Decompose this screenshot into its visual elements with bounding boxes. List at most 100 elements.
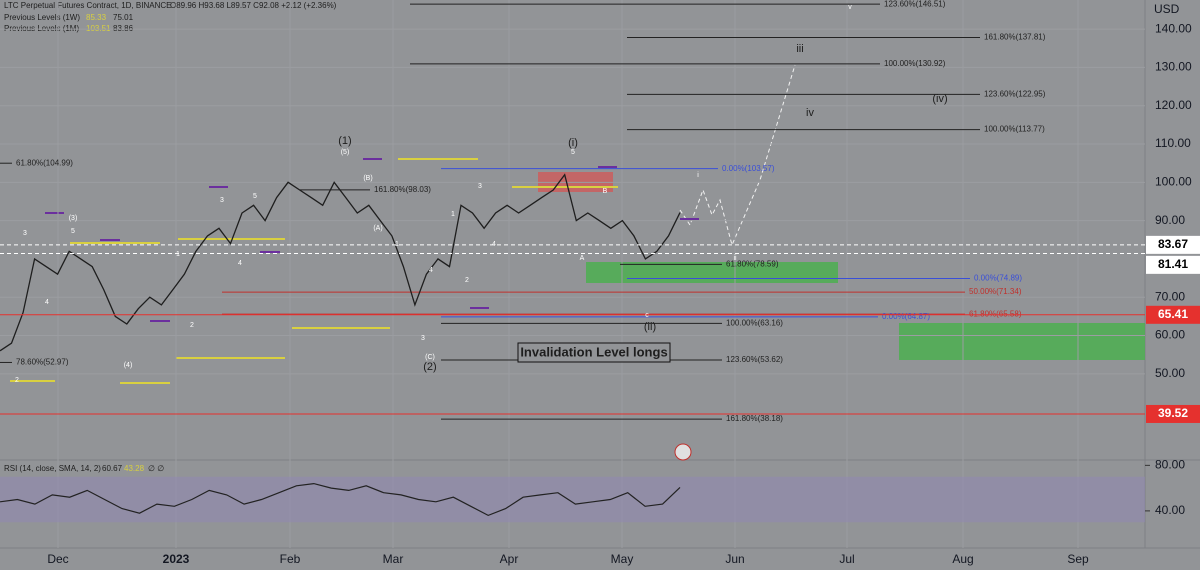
- wave-label: ii: [733, 255, 737, 262]
- fib-label: 61.80%(65.58): [969, 309, 1022, 318]
- wave-label: 3: [23, 230, 27, 237]
- y-tick-label: 50.00: [1155, 366, 1185, 380]
- rsi-extra: ∅ ∅: [148, 464, 164, 473]
- wave-label: 4: [429, 267, 433, 274]
- wave-label: 2: [190, 322, 194, 329]
- wave-label: 2: [465, 277, 469, 284]
- fib-label: 100.00%(63.16): [726, 319, 783, 328]
- wave-label: 3: [220, 197, 224, 204]
- wave-label: 4: [492, 241, 496, 248]
- rsi-line: [0, 482, 681, 517]
- price-badge: [1146, 305, 1200, 324]
- rsi-band: [0, 476, 1145, 523]
- price-badge: [1146, 255, 1200, 274]
- x-tick-label: Jun: [725, 552, 744, 566]
- rsi-title: RSI (14, close, SMA, 14, 2): [4, 464, 101, 473]
- fib-label: 123.60%(146.51): [884, 0, 946, 8]
- wave-label: 5: [71, 228, 75, 235]
- x-tick-label: Jul: [839, 552, 854, 566]
- wave-label: (5): [341, 149, 350, 156]
- wave-label: 1: [395, 241, 399, 248]
- ohlc: O89.96 H93.68 L89.57 C92.08 +2.12 (+2.36…: [170, 1, 337, 10]
- y-tick-label: 70.00: [1155, 289, 1185, 303]
- fib-label: 161.80%(38.18): [726, 414, 783, 423]
- target-zone: [899, 323, 1145, 360]
- fib-label: 0.00%(103.57): [722, 164, 775, 173]
- y-tick-label: 110.00: [1155, 136, 1191, 150]
- fib-label: 123.60%(122.95): [984, 90, 1046, 99]
- badge-label: 83.67: [1158, 237, 1188, 251]
- y-tick-label: 100.00: [1155, 174, 1192, 188]
- yellow-levels: [10, 158, 618, 384]
- fib-label: 161.80%(137.81): [984, 33, 1046, 42]
- y-tick-label: 60.00: [1155, 328, 1185, 342]
- wave-label: (3): [69, 215, 78, 222]
- wave-label: (1): [338, 135, 351, 147]
- x-tick-label: 2023: [163, 552, 190, 566]
- fib-label: 123.60%(53.62): [726, 355, 783, 364]
- wave-label: 2: [15, 377, 19, 384]
- x-tick-label: Feb: [280, 552, 301, 566]
- price-line: [0, 173, 681, 352]
- event-icon: [674, 443, 692, 461]
- wave-label: (2): [423, 361, 436, 373]
- wave-label: 4: [45, 299, 49, 306]
- rsi-tick-label: 80.00: [1155, 458, 1185, 472]
- annotation-box: [517, 342, 671, 363]
- wave-label: c: [645, 312, 649, 319]
- badge-label: 65.41: [1158, 307, 1188, 321]
- rsi-last: 60.67: [102, 464, 123, 473]
- wave-label: (i): [568, 137, 578, 149]
- fib-label: 100.00%(113.77): [984, 125, 1045, 134]
- wave-label: iii: [796, 43, 803, 55]
- wave-label: 1: [176, 251, 180, 258]
- fib-label: 161.80%(98.03): [374, 185, 431, 194]
- price-badge: [1146, 235, 1200, 254]
- unit: USD: [1154, 2, 1180, 16]
- fib-label: 100.00%(130.92): [884, 59, 946, 68]
- annotation: Invalidation Level longs: [520, 344, 667, 359]
- wave-label: iv: [806, 107, 814, 119]
- y-tick-label: 90.00: [1155, 213, 1185, 227]
- wave-label: (C): [425, 354, 435, 361]
- fib-label: 0.00%(74.89): [974, 274, 1022, 283]
- wave-label: v: [848, 4, 852, 11]
- rsi-sma: 43.28: [124, 464, 145, 473]
- x-tick-label: Mar: [383, 552, 404, 566]
- wave-label: 1: [451, 211, 455, 218]
- y-tick-label: 130.00: [1155, 60, 1192, 74]
- price-badge: [1146, 404, 1200, 423]
- x-tick-label: Aug: [952, 552, 973, 566]
- wave-label: A: [580, 255, 585, 262]
- wave-label: 5: [253, 193, 257, 200]
- wave-label: (ii): [644, 321, 656, 333]
- fib-label: 50.00%(71.34): [969, 287, 1022, 296]
- wave-label: (B): [363, 175, 372, 182]
- y-tick-label: 140.00: [1155, 21, 1192, 35]
- levels-1w-a: 85.33: [86, 13, 107, 22]
- levels-1w: Previous Levels (1W): [4, 13, 80, 22]
- wave-label: 5: [571, 149, 575, 156]
- badge-label: 39.52: [1158, 406, 1188, 420]
- wave-label: (4): [124, 362, 133, 369]
- fib-label: 78.60%(52.97): [16, 358, 69, 367]
- levels-1w-b: 75.01: [113, 13, 134, 22]
- purple-ticks: [45, 158, 699, 322]
- y-tick-label: 120.00: [1155, 98, 1192, 112]
- fib-label: 0.00%(64.87): [882, 312, 930, 321]
- wave-label: 3: [421, 335, 425, 342]
- x-tick-label: Apr: [500, 552, 519, 566]
- wave-label: 4: [238, 260, 242, 267]
- wave-label: B: [603, 188, 608, 195]
- x-tick-label: May: [611, 552, 634, 566]
- x-tick-label: Dec: [47, 552, 68, 566]
- wave-label: 3: [478, 183, 482, 190]
- badge-label: 81.41: [1158, 257, 1188, 271]
- rsi-tick-label: 40.00: [1155, 503, 1185, 517]
- x-tick-label: Sep: [1067, 552, 1089, 566]
- wave-label: i: [697, 172, 699, 179]
- wave-label: (iv): [932, 93, 947, 105]
- wave-label: (A): [373, 225, 382, 232]
